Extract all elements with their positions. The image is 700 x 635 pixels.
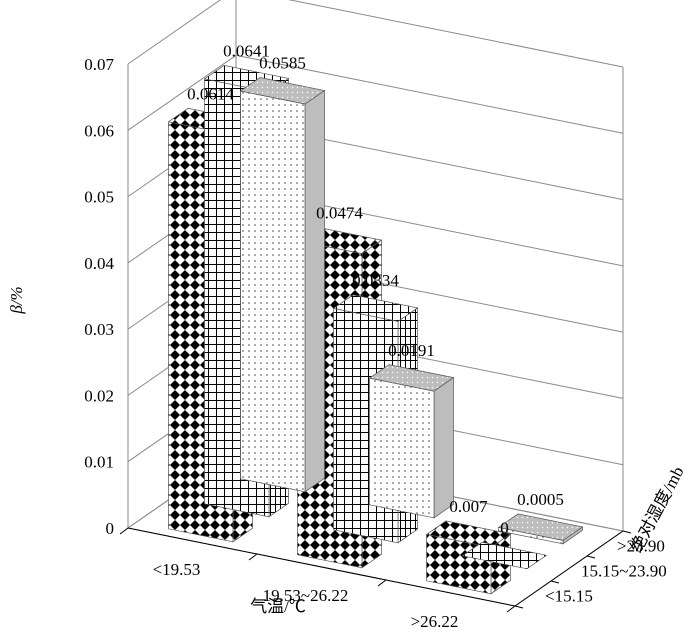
y-tick-label: 0.01	[84, 453, 114, 472]
x-tick	[506, 605, 516, 613]
x-axis-label: 气温/℃	[250, 597, 306, 616]
bar-top-face	[497, 513, 584, 541]
z-tick-label: <15.15	[545, 587, 593, 606]
bar-26.22-23.90	[497, 513, 584, 545]
bar-front-face	[369, 377, 435, 519]
x-tick	[377, 579, 387, 587]
data-label: 0.0191	[388, 341, 435, 360]
z-tick-label: 15.15~23.90	[581, 562, 667, 581]
y-tick-label: 0.07	[84, 55, 114, 74]
x-tick	[119, 527, 129, 535]
bar-top-face	[239, 77, 326, 105]
data-label: 0.0005	[517, 490, 564, 509]
bar-top-face	[332, 294, 419, 322]
z-tick	[622, 530, 632, 534]
x-axis-line	[127, 527, 516, 607]
data-label: 0.0585	[259, 54, 306, 73]
bar-top-face	[368, 364, 455, 392]
z-axis-line	[514, 530, 624, 607]
chart-bars	[167, 65, 584, 595]
data-label: 0.0641	[223, 42, 270, 61]
data-label: 0.0334	[352, 271, 399, 290]
chart-data-labels: 0.0614 0.0474 0.007 0.0641 0.0334 0 0.0585 0.01…	[187, 42, 564, 538]
bar-top-face	[461, 541, 548, 570]
y-tick-label: 0.05	[84, 188, 114, 207]
x-tick	[248, 553, 258, 561]
y-tick-label: 0.02	[84, 386, 114, 405]
data-label: 0.0614	[187, 85, 234, 104]
y-tick-label: 0.03	[84, 320, 114, 339]
y-tick-label: 0	[106, 519, 115, 538]
y-tick-label: 0.04	[84, 254, 114, 273]
bar-front-face	[240, 90, 306, 493]
bar-26.22-15.15-23.90	[461, 541, 548, 570]
x-tick-label: 19.53~26.22	[263, 586, 349, 605]
bar-side-face	[304, 89, 325, 493]
y-axis-label: β/%	[7, 286, 26, 314]
data-label: 0.007	[449, 497, 488, 516]
x-tick-label: <19.53	[153, 560, 201, 579]
bar-top-face	[425, 520, 512, 548]
z-tick	[550, 580, 560, 584]
z-tick	[514, 605, 524, 609]
bar-19.53-23.90	[239, 77, 326, 493]
gridline-0.07	[127, 0, 624, 68]
z-tick-label: >23.90	[617, 537, 665, 556]
z-tick	[586, 555, 596, 559]
data-label: 0.0474	[316, 203, 363, 222]
bar-19.53-26.22-23.90	[368, 364, 455, 519]
chart-axes: 0 0.01 0.02 0.03 0.04 0.05 0.06 0.07 <19.53 19.53…	[84, 55, 667, 631]
data-label: 0	[500, 519, 509, 538]
y-tick-label: 0.06	[84, 121, 114, 140]
x-tick-label: >26.22	[411, 612, 459, 630]
